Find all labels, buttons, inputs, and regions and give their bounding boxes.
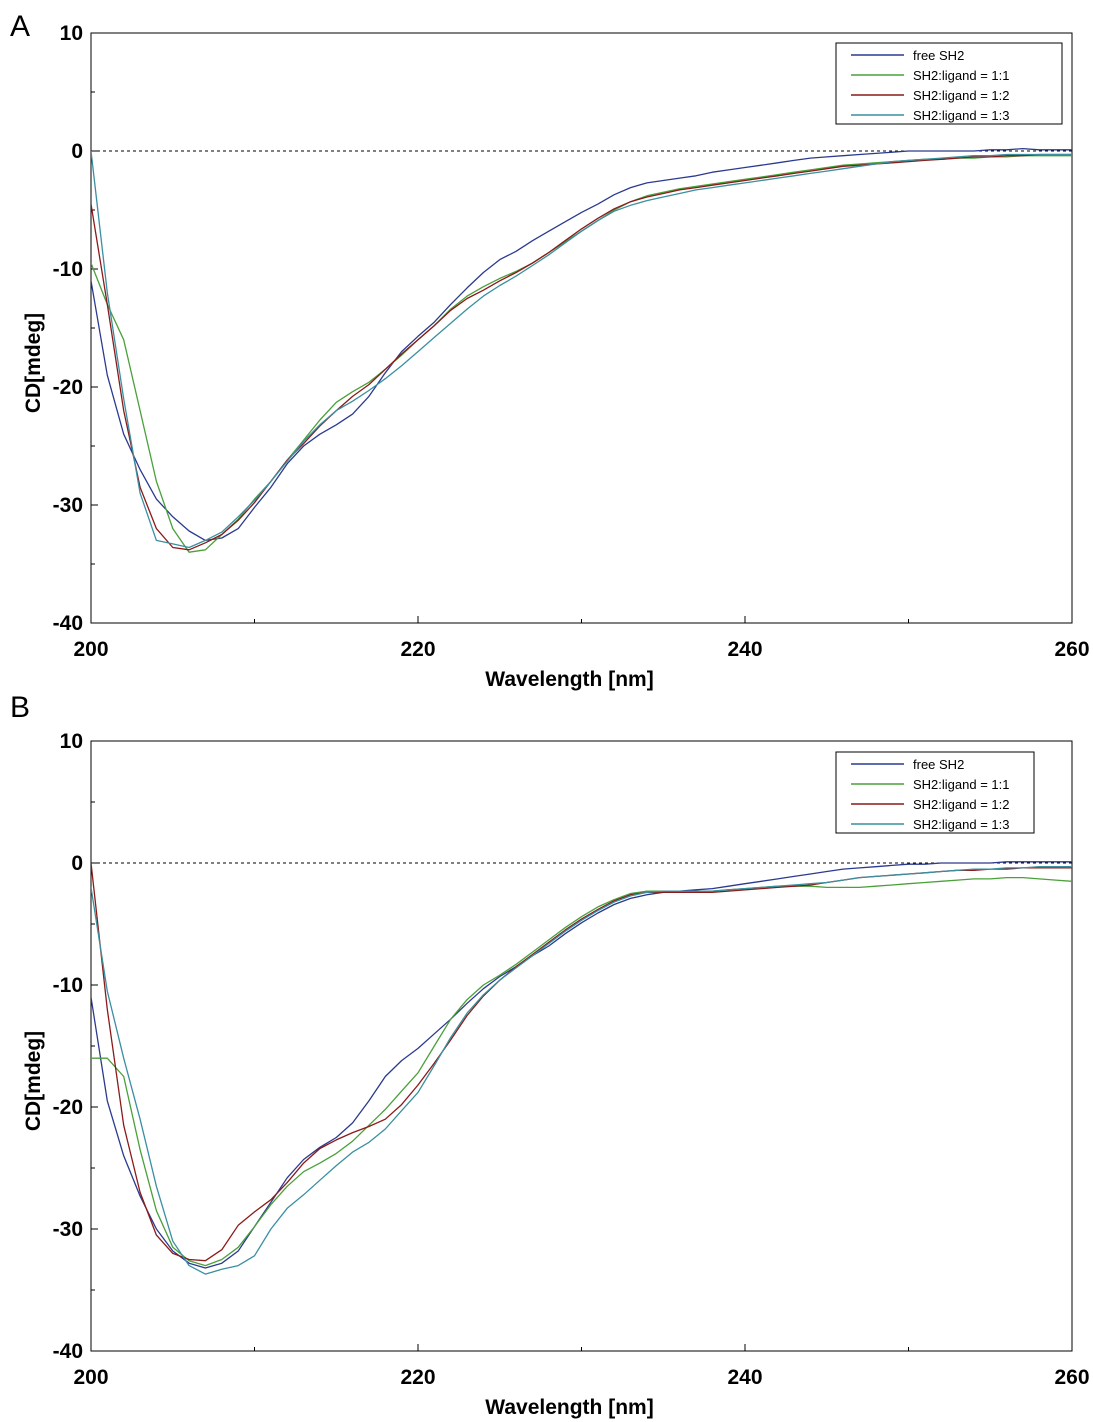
y-tick-label: 10 [60,730,83,753]
legend-label-2: SH2:ligand = 1:1 [913,777,1009,792]
series-line-1 [91,149,1072,541]
panel-label: A [10,10,30,43]
y-tick-label: -20 [53,1096,83,1119]
series-line-4 [91,867,1072,1274]
panel-a: A 10 0 -10 -20 -30 -40 200 220 240 260 Wavelength [… [10,10,1090,691]
y-tick-label: -10 [53,974,83,997]
y-axis-title: CD[mdeg] [22,313,45,413]
y-tick-label: -30 [53,494,83,517]
legend-label-1: free SH2 [913,757,964,772]
x-tick-label: 240 [727,1366,762,1389]
y-tick-label: 0 [71,140,83,163]
y-tick-label: 0 [71,852,83,875]
series-line-1 [91,862,1072,1268]
x-tick-label: 220 [400,638,435,661]
x-tick-label: 240 [727,638,762,661]
series-line-4 [91,151,1072,548]
y-tick-label: 10 [60,22,83,45]
legend-label-2: SH2:ligand = 1:1 [913,68,1009,83]
x-axis-title: Wavelength [nm] [485,1396,653,1419]
x-tick-label: 260 [1054,638,1089,661]
y-tick-label: -20 [53,376,83,399]
legend-label-4: SH2:ligand = 1:3 [913,108,1009,123]
x-axis-title: Wavelength [nm] [485,668,653,691]
panel-b: B 10 0 -10 -20 -30 -40 200 220 240 260 Wavelength [… [10,691,1090,1419]
x-tick-label: 200 [73,1366,108,1389]
series-line-2 [91,156,1072,553]
y-tick-label: -30 [53,1218,83,1241]
y-tick-label: -10 [53,258,83,281]
series-line-2 [91,878,1072,1266]
x-tick-label: 220 [400,1366,435,1389]
legend-label-3: SH2:ligand = 1:2 [913,797,1009,812]
panel-label: B [10,691,30,724]
legend-label-1: free SH2 [913,48,964,63]
legend-label-4: SH2:ligand = 1:3 [913,817,1009,832]
series-line-3 [91,155,1072,550]
y-axis-title: CD[mdeg] [22,1031,45,1131]
y-tick-label: -40 [53,1340,83,1363]
y-tick-label: -40 [53,612,83,635]
x-tick-label: 200 [73,638,108,661]
legend-label-3: SH2:ligand = 1:2 [913,88,1009,103]
x-tick-label: 260 [1054,1366,1089,1389]
